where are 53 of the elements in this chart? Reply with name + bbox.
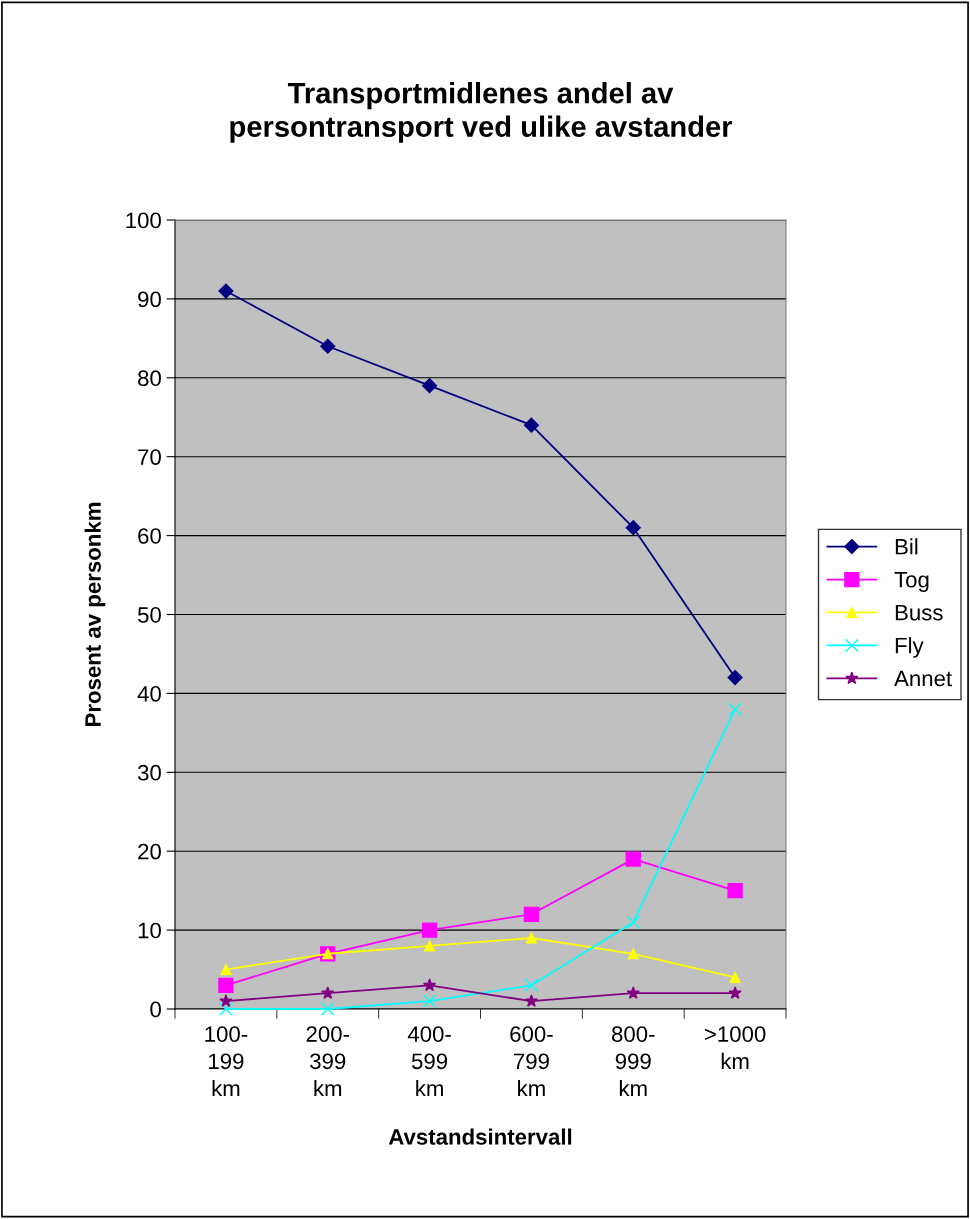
y-tick-label: 90 <box>138 291 161 308</box>
point <box>728 702 743 717</box>
x-tick-label: 800- 999 km <box>611 1026 655 1097</box>
point <box>727 883 743 899</box>
y-tick-label: 100 <box>126 212 161 229</box>
legend-label: Tog <box>894 572 929 592</box>
point <box>525 932 537 944</box>
point <box>321 986 335 999</box>
point <box>218 1002 233 1016</box>
point <box>626 915 641 930</box>
point <box>625 520 641 536</box>
point <box>320 1002 335 1016</box>
y-axis-title: Prosent av personkm <box>84 502 106 727</box>
y-tick-label: 80 <box>138 370 161 387</box>
x-axis-title: Avstandsintervall <box>388 1128 572 1145</box>
chart-title: Transportmidlenes andel av persontransport ved ulike avstander <box>230 82 733 143</box>
point <box>728 986 742 999</box>
point <box>729 971 741 983</box>
y-tick-label: 40 <box>137 685 161 702</box>
legend-label: Bil <box>895 538 918 555</box>
point <box>626 986 640 999</box>
point <box>218 283 234 299</box>
point <box>424 940 436 952</box>
y-tick-label: 0 <box>150 1001 161 1018</box>
x-tick-label: 400- 599 km <box>407 1026 451 1097</box>
point <box>524 978 539 993</box>
point <box>727 670 743 686</box>
point <box>220 963 232 976</box>
y-tick-label: 60 <box>138 528 161 544</box>
y-tick-label: 30 <box>137 764 161 781</box>
point <box>523 417 539 433</box>
point <box>523 906 540 922</box>
legend-label: Fly <box>895 637 924 658</box>
y-tick-label: 50 <box>137 607 161 623</box>
y-tick-label: 20 <box>138 843 161 860</box>
x-tick-label: 200- 399 km <box>306 1026 349 1097</box>
legend-label: Annet <box>894 670 952 687</box>
point <box>218 977 234 993</box>
point <box>219 994 233 1007</box>
legend-label: Buss <box>895 604 943 621</box>
point <box>524 994 539 1007</box>
point <box>422 994 437 1009</box>
y-tick-label: 10 <box>138 922 161 939</box>
y-tick-label: 70 <box>138 449 161 465</box>
point <box>320 338 336 354</box>
point <box>421 922 438 938</box>
x-tick-label: >1000 km <box>704 1026 766 1069</box>
point <box>627 948 639 960</box>
x-tick-label: 100- 199 km <box>205 1026 248 1097</box>
point <box>625 851 641 867</box>
point <box>422 378 438 394</box>
x-tick-label: 600- 799 km <box>510 1026 553 1097</box>
point <box>422 978 437 992</box>
